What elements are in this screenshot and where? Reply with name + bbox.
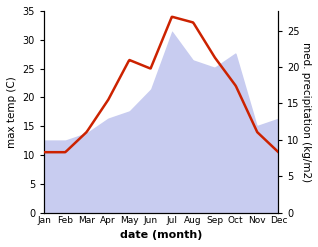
- Y-axis label: med. precipitation (kg/m2): med. precipitation (kg/m2): [301, 42, 311, 182]
- Y-axis label: max temp (C): max temp (C): [7, 76, 17, 148]
- X-axis label: date (month): date (month): [120, 230, 203, 240]
